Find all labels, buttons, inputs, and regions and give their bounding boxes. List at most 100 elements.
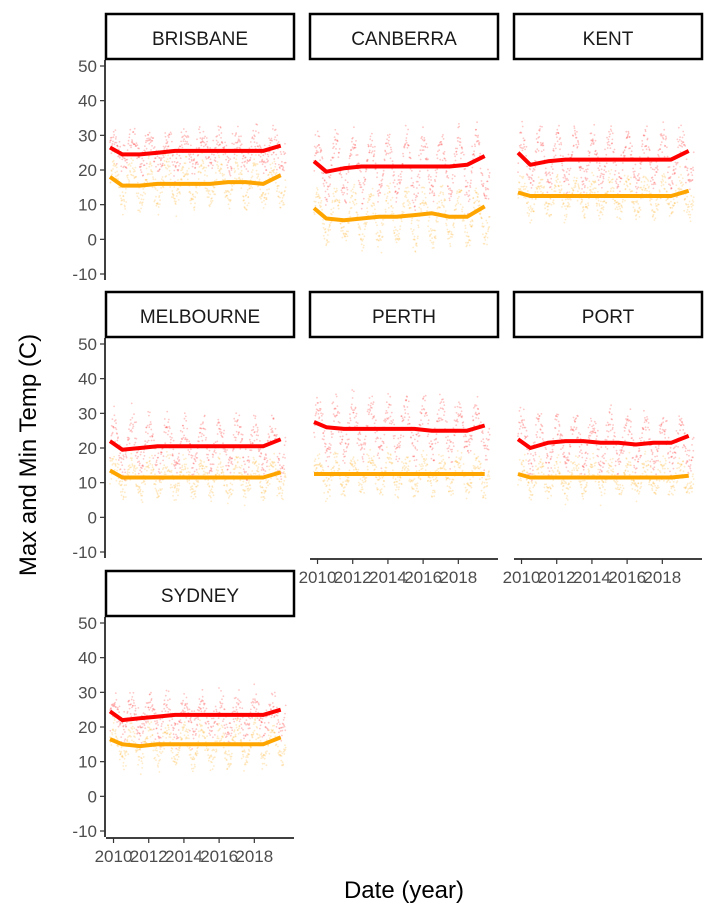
- min-temp-point: [171, 486, 174, 489]
- max-temp-point: [320, 150, 323, 152]
- max-temp-point: [399, 173, 402, 176]
- min-temp-point: [620, 210, 622, 213]
- max-temp-point: [542, 144, 545, 147]
- max-temp-point: [442, 138, 445, 140]
- max-temp-point: [641, 143, 644, 146]
- max-temp-point: [407, 400, 410, 403]
- max-temp-point: [354, 143, 356, 146]
- min-temp-point: [676, 201, 679, 204]
- max-temp-point: [327, 447, 329, 450]
- min-temp-point: [348, 210, 351, 213]
- min-temp-point: [372, 212, 375, 215]
- max-temp-point: [145, 139, 148, 142]
- min-temp-point: [666, 202, 669, 205]
- min-temp-point: [623, 174, 626, 177]
- max-temp-point: [281, 164, 284, 167]
- max-temp-point: [553, 150, 555, 152]
- min-temp-point: [251, 470, 254, 472]
- max-temp-point: [631, 145, 633, 148]
- min-temp-point: [257, 175, 260, 178]
- max-temp-point: [148, 423, 151, 426]
- min-temp-point: [213, 193, 216, 196]
- min-temp-point: [626, 185, 629, 188]
- min-temp-point: [375, 238, 378, 241]
- min-temp-point: [237, 177, 240, 180]
- min-temp-point: [156, 202, 158, 205]
- max-temp-point: [337, 151, 340, 154]
- max-temp-point: [571, 134, 574, 137]
- min-temp-point: [344, 494, 346, 497]
- max-temp-point: [607, 138, 610, 141]
- max-temp-point: [687, 179, 690, 181]
- min-temp-point: [188, 167, 190, 170]
- max-temp-point: [672, 183, 674, 185]
- min-temp-point: [216, 163, 218, 166]
- max-temp-point: [442, 398, 444, 400]
- max-temp-point: [271, 427, 273, 430]
- min-temp-point: [613, 199, 616, 202]
- max-temp-point: [354, 407, 357, 410]
- min-temp-point: [534, 191, 537, 193]
- max-temp-point: [585, 179, 588, 182]
- min-temp-point: [260, 195, 263, 198]
- min-temp-point: [370, 462, 373, 465]
- min-temp-point: [217, 456, 220, 459]
- min-temp-point: [422, 186, 424, 189]
- max-temp-point: [236, 141, 239, 144]
- min-temp-point: [138, 209, 141, 212]
- max-temp-point: [336, 405, 339, 407]
- max-temp-point: [152, 457, 155, 459]
- max-temp-point: [648, 148, 651, 151]
- min-temp-point: [166, 158, 169, 161]
- min-temp-point: [369, 195, 372, 198]
- min-temp-point: [245, 209, 248, 211]
- min-temp-point: [237, 168, 240, 170]
- max-temp-point: [605, 153, 608, 156]
- min-temp-point: [670, 212, 673, 215]
- max-temp-point: [458, 123, 460, 125]
- max-temp-point: [358, 431, 361, 433]
- max-temp-point: [538, 129, 541, 132]
- min-temp-point: [152, 178, 155, 181]
- max-temp-point: [525, 155, 527, 157]
- max-temp-point: [252, 426, 255, 428]
- min-temp-point: [445, 222, 447, 225]
- max-temp-point: [209, 147, 212, 149]
- max-temp-point: [418, 434, 421, 437]
- max-temp-point: [266, 465, 268, 468]
- max-temp-point: [347, 171, 350, 173]
- min-temp-point: [166, 450, 168, 453]
- max-temp-point: [470, 171, 473, 174]
- max-temp-point: [185, 440, 188, 443]
- min-temp-point: [388, 191, 391, 194]
- max-temp-point: [324, 190, 327, 193]
- min-temp-point: [251, 175, 254, 178]
- min-temp-point: [433, 236, 436, 239]
- max-temp-point: [217, 418, 220, 421]
- max-temp-point: [283, 453, 285, 456]
- min-temp-point: [236, 154, 238, 157]
- max-temp-point: [173, 459, 176, 462]
- max-temp-point: [487, 188, 490, 191]
- min-temp-point: [281, 492, 284, 495]
- max-temp-point: [257, 448, 260, 450]
- max-temp-point: [424, 394, 427, 397]
- max-temp-point: [427, 178, 430, 181]
- min-temp-point: [111, 458, 114, 460]
- min-temp-point: [580, 198, 583, 201]
- max-temp-point: [117, 436, 119, 439]
- max-temp-point: [154, 157, 157, 160]
- y-tick-label: -10: [72, 543, 97, 562]
- max-temp-point: [411, 441, 414, 444]
- max-temp-point: [144, 150, 147, 153]
- max-temp-point: [176, 168, 179, 171]
- min-temp-point: [353, 183, 356, 186]
- max-temp-point: [210, 469, 213, 472]
- min-temp-point: [379, 230, 382, 232]
- min-temp-point: [249, 473, 252, 476]
- min-temp-point: [147, 157, 150, 160]
- max-temp-point: [612, 151, 615, 154]
- max-temp-point: [194, 455, 197, 457]
- max-temp-point: [157, 470, 160, 473]
- min-temp-point: [211, 199, 214, 202]
